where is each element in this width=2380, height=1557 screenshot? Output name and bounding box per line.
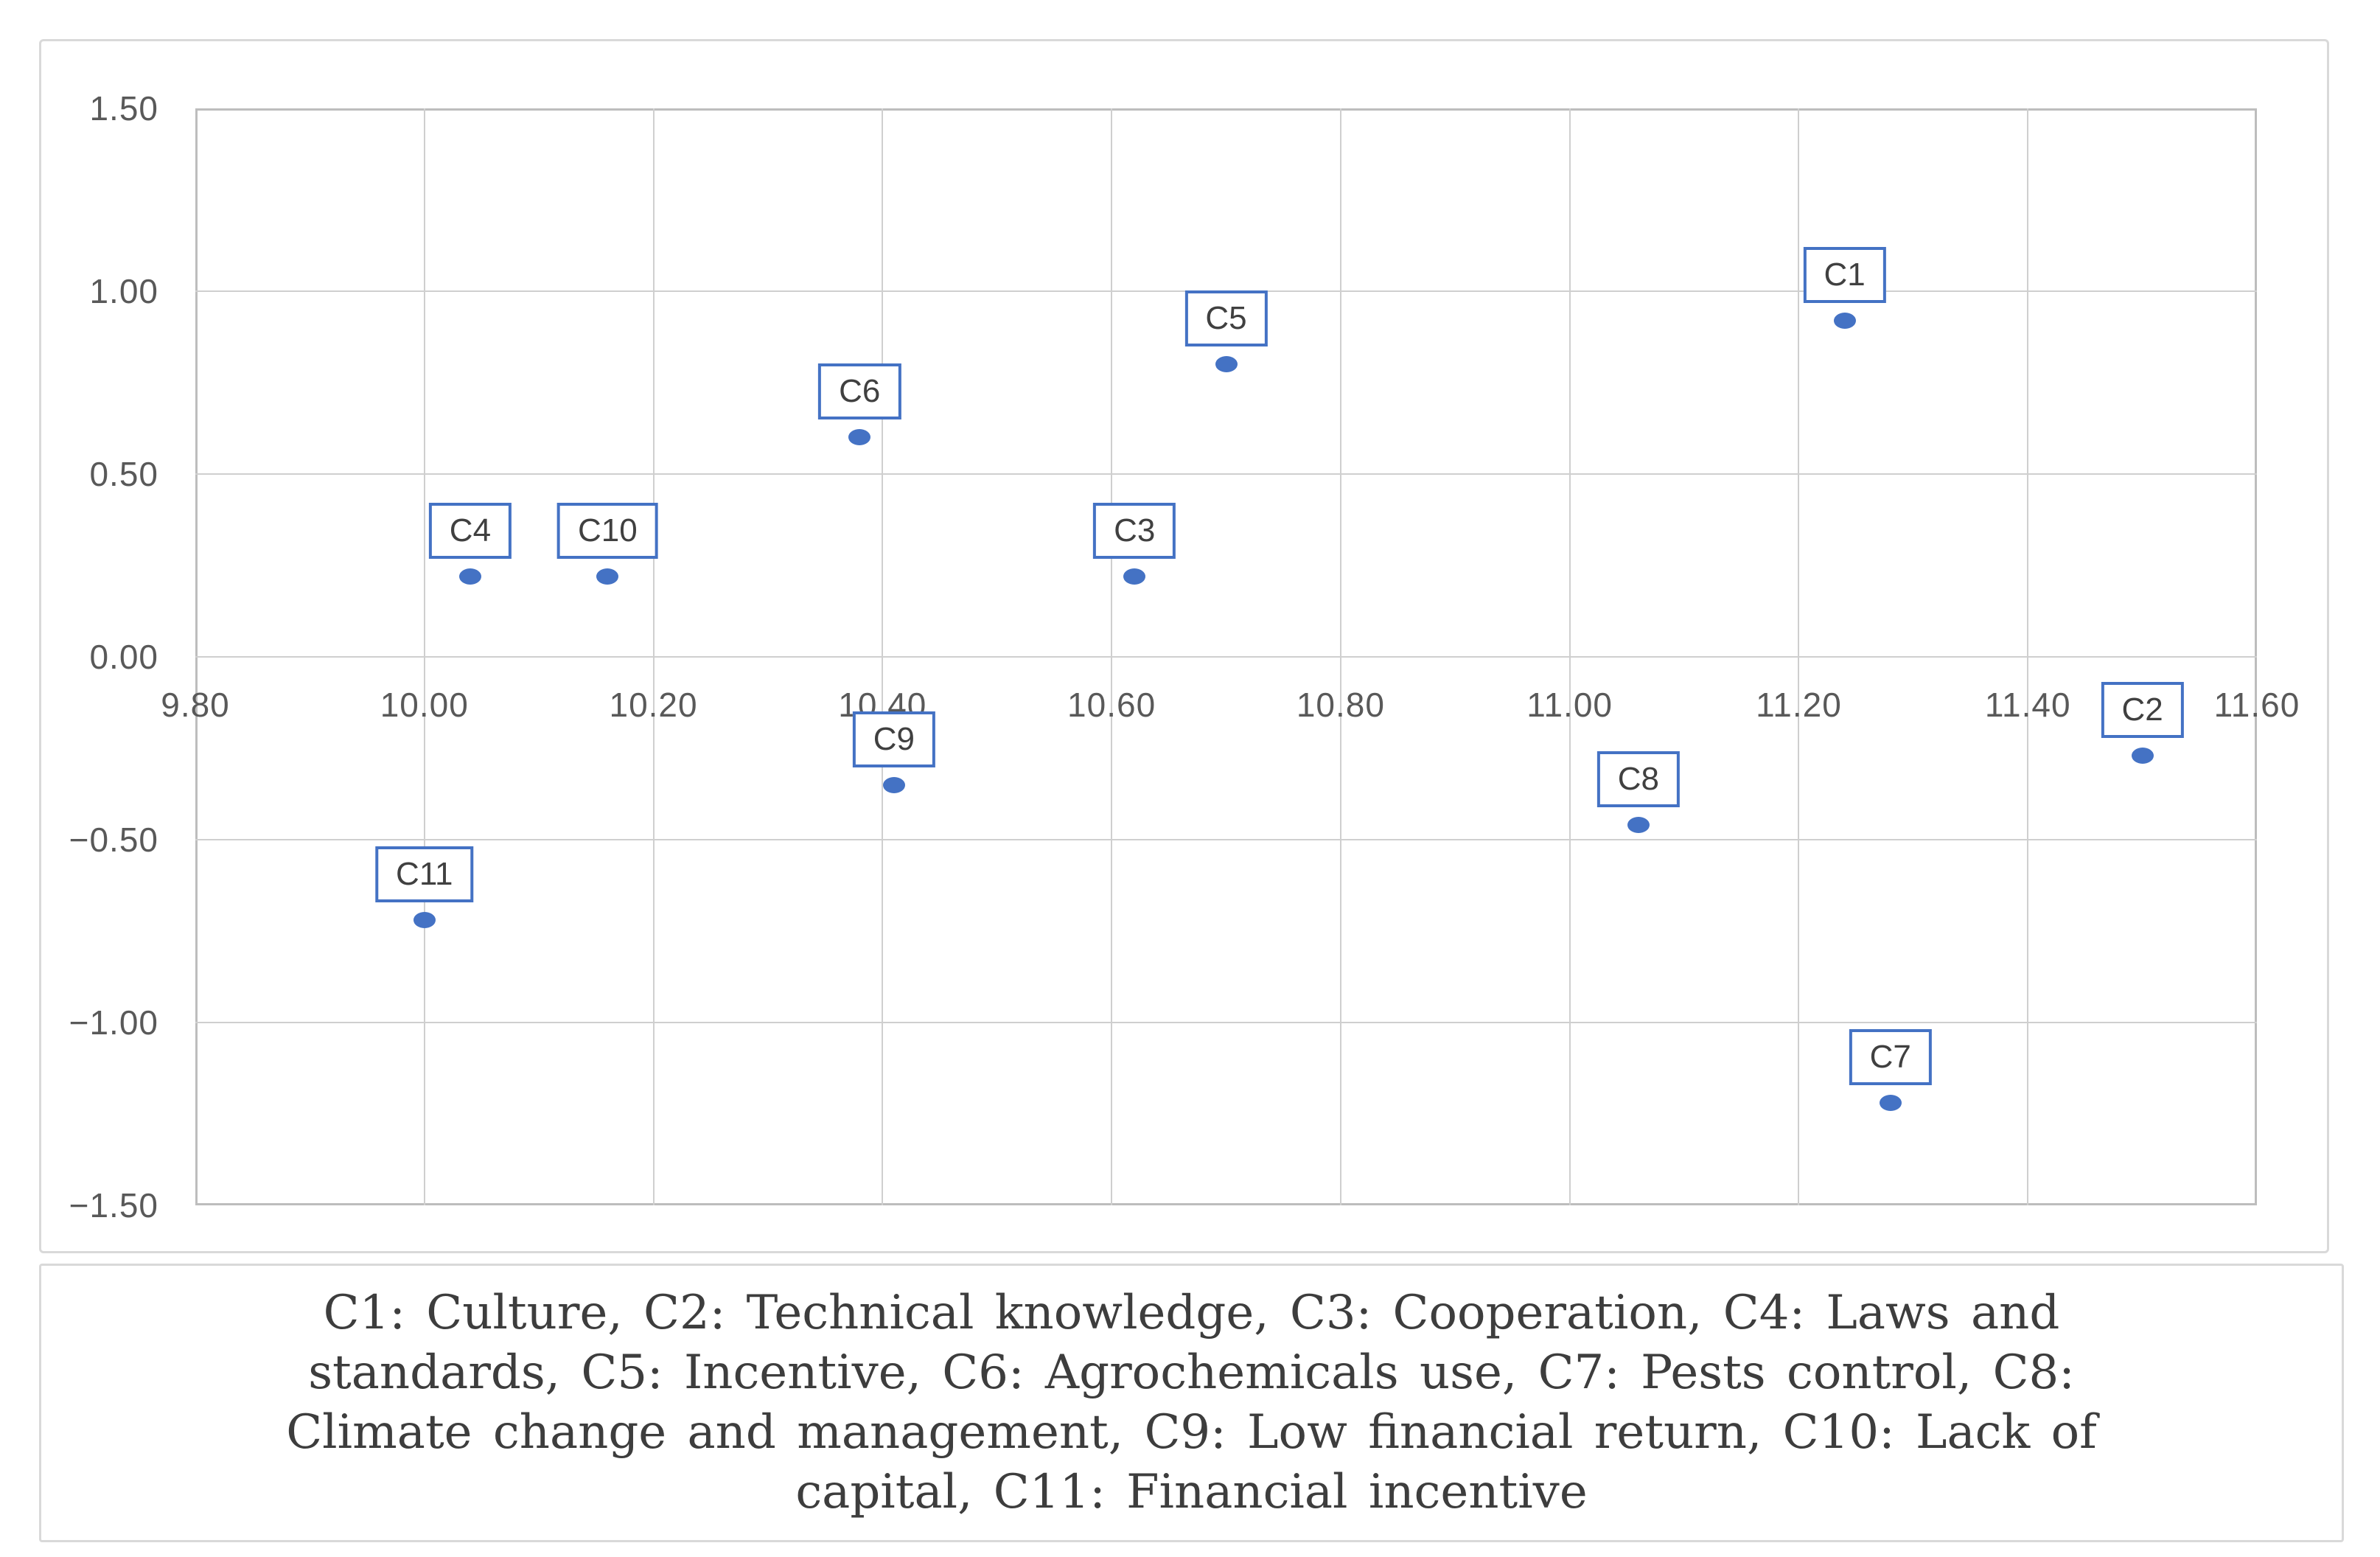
chart-area [39, 39, 2329, 1253]
data-label-c1: C1 [1803, 246, 1886, 303]
y-tick-label: −0.50 [69, 821, 158, 859]
x-tick-label: 10.00 [380, 686, 469, 724]
data-point-c8 [1627, 817, 1650, 834]
y-gridline [195, 656, 2257, 658]
y-tick-label: 0.50 [89, 455, 158, 493]
data-label-c4: C4 [428, 502, 512, 559]
data-label-c7: C7 [1849, 1029, 1932, 1086]
data-point-c4 [458, 568, 481, 585]
data-point-c11 [413, 912, 436, 929]
x-tick-label: 10.80 [1296, 686, 1385, 724]
data-label-c6: C6 [818, 363, 901, 420]
data-label-c2: C2 [2101, 681, 2184, 738]
y-gridline [195, 473, 2257, 475]
data-point-c10 [596, 568, 619, 585]
data-point-c1 [1833, 312, 1856, 329]
y-tick-label: 1.50 [89, 89, 158, 128]
x-tick-label: 10.20 [609, 686, 698, 724]
caption-text: C1: Culture, C2: Technical knowledge, C3… [41, 1283, 2342, 1522]
x-tick-label: 11.20 [1756, 686, 1842, 724]
data-point-c6 [848, 429, 871, 446]
y-gridline [195, 1022, 2257, 1023]
data-label-c3: C3 [1093, 502, 1176, 559]
data-label-c10: C10 [557, 502, 658, 559]
data-point-c3 [1123, 568, 1146, 585]
data-point-c9 [882, 776, 905, 793]
caption-line: capital, C11: Financial incentive [795, 1465, 1588, 1519]
data-label-c8: C8 [1596, 751, 1681, 808]
y-gridline [195, 839, 2257, 840]
y-tick-label: −1.00 [69, 1003, 158, 1042]
x-tick-label: 10.60 [1067, 686, 1156, 724]
data-point-c7 [1879, 1095, 1902, 1112]
data-point-c5 [1215, 356, 1238, 373]
caption-box: C1: Culture, C2: Technical knowledge, C3… [39, 1264, 2344, 1542]
x-tick-label: 11.60 [2213, 686, 2300, 724]
caption-line: C1: Culture, C2: Technical knowledge, C3… [323, 1286, 2060, 1340]
x-tick-label: 11.40 [1984, 686, 2071, 724]
y-tick-label: 0.00 [89, 638, 158, 676]
x-tick-label: 9.80 [161, 686, 230, 724]
y-tick-label: −1.50 [69, 1186, 158, 1225]
caption-line: Climate change and management, C9: Low f… [286, 1405, 2097, 1460]
y-tick-label: 1.00 [89, 272, 158, 310]
x-tick-label: 11.00 [1526, 686, 1613, 724]
data-label-c5: C5 [1184, 290, 1268, 347]
data-label-c9: C9 [852, 711, 935, 767]
caption-line: standards, C5: Incentive, C6: Agrochemic… [308, 1345, 2075, 1400]
data-point-c2 [2131, 747, 2154, 764]
data-label-c11: C11 [375, 846, 474, 903]
